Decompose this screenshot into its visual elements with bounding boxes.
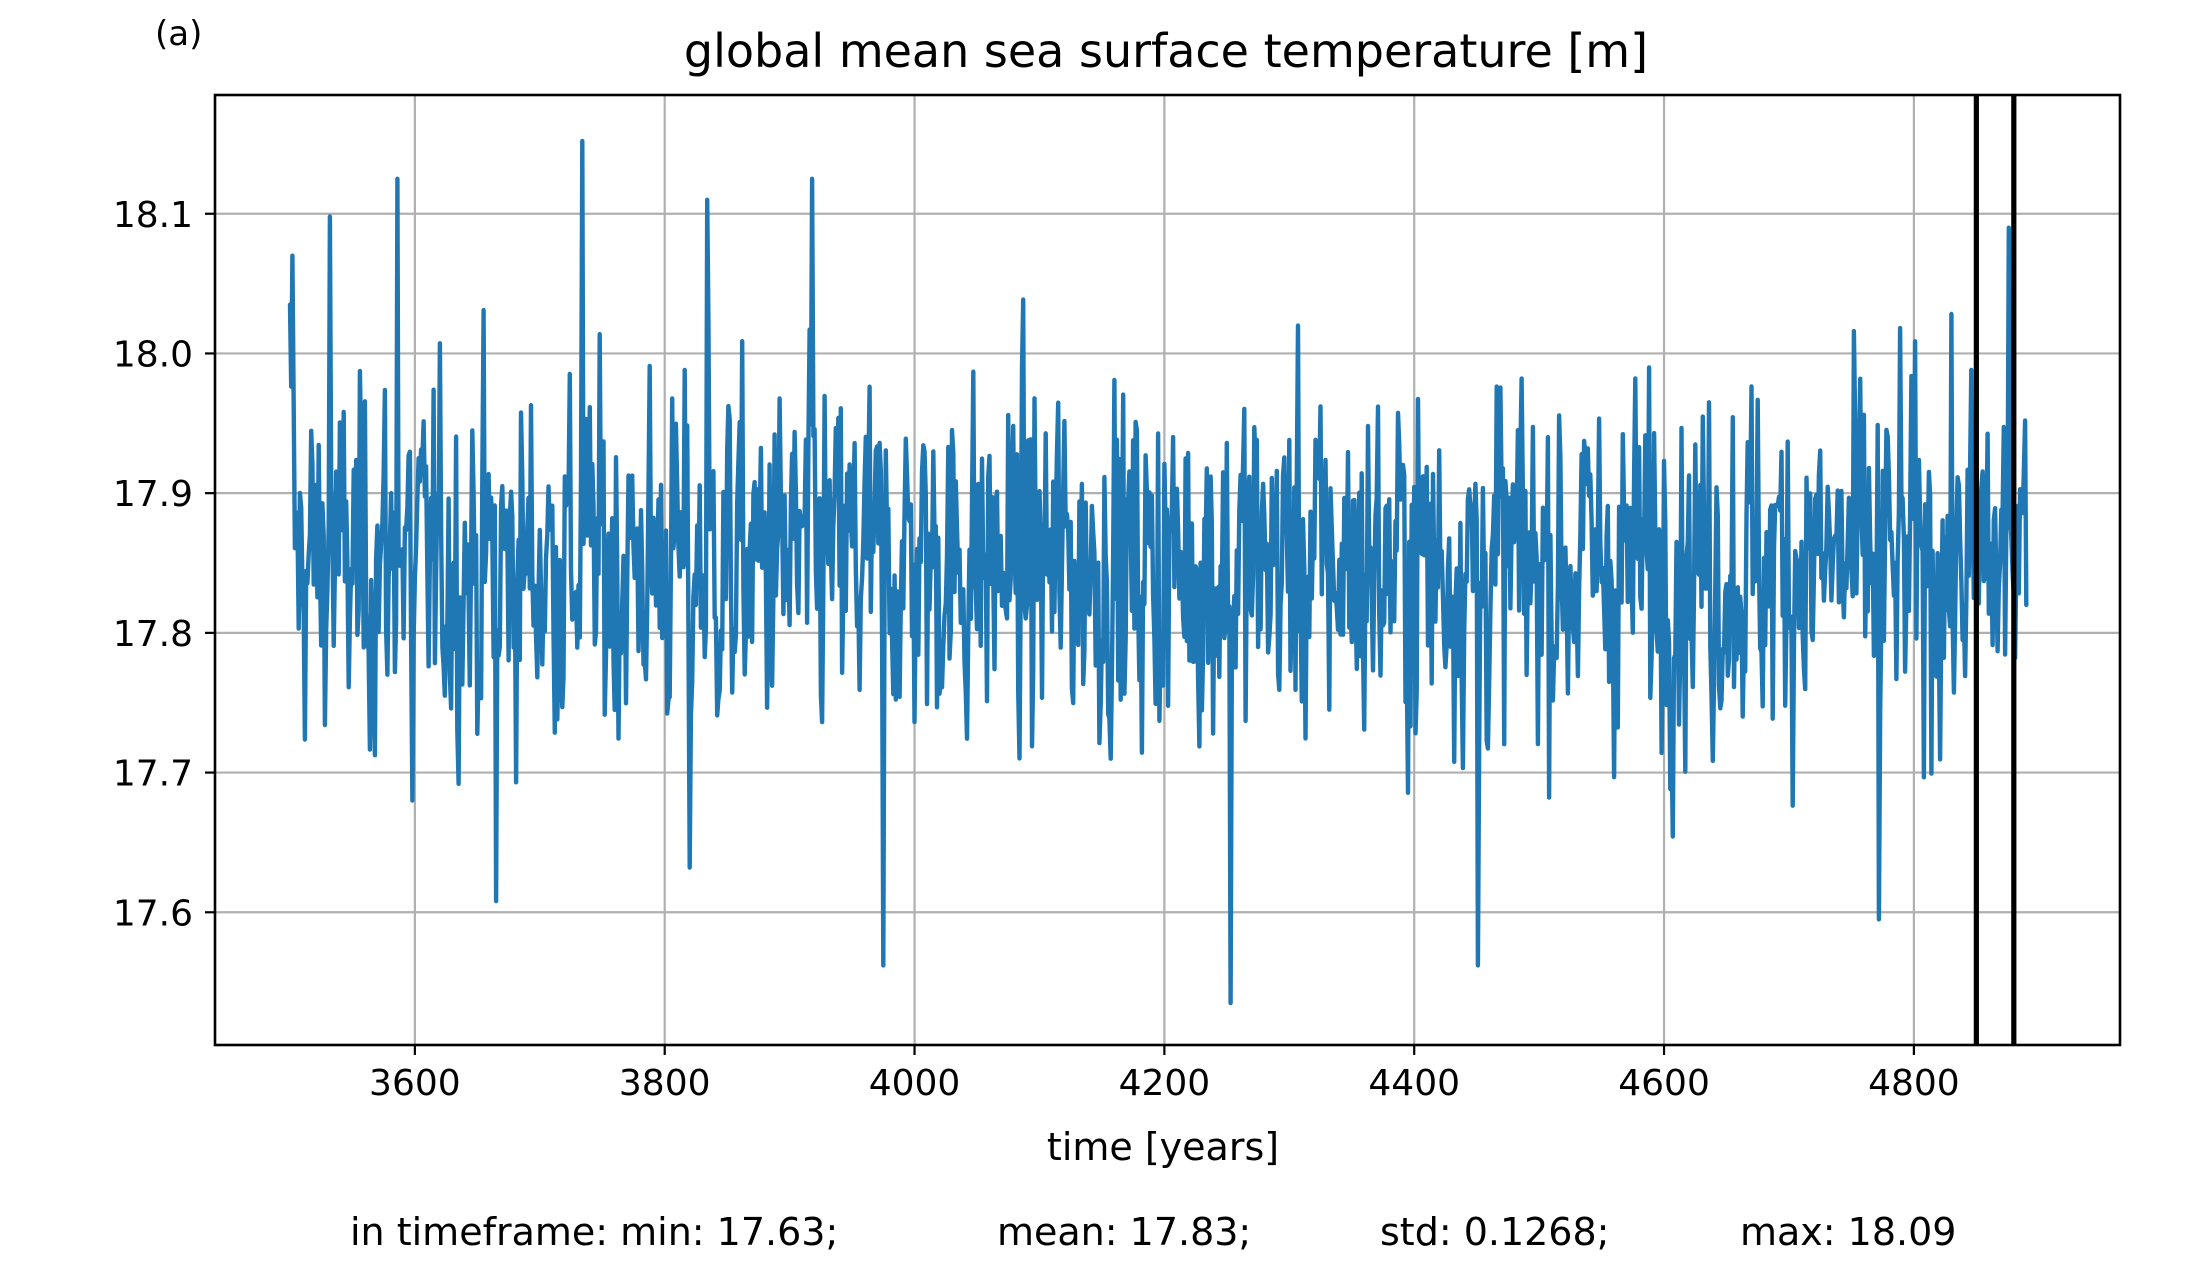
stats-std: std: 0.1268; [1380, 1210, 1609, 1254]
y-tick-label: 17.6 [113, 893, 193, 934]
y-tick-label: 17.8 [113, 614, 193, 655]
x-tick-label: 4600 [1618, 1063, 1710, 1104]
series-line [287, 138, 2029, 1006]
stats-mean: mean: 17.83; [997, 1210, 1251, 1254]
x-tick-label: 4000 [869, 1063, 961, 1104]
x-tick-label: 3800 [619, 1063, 711, 1104]
stats-max: max: 18.09 [1740, 1210, 1956, 1254]
y-tick-label: 17.7 [113, 754, 193, 795]
chart-title: global mean sea surface temperature [m] [684, 24, 1648, 78]
x-tick-label: 3600 [369, 1063, 461, 1104]
plot-frame [213, 93, 2122, 1047]
x-axis-label: time [years] [1047, 1125, 1279, 1169]
vertical-markers [1973, 95, 2017, 1045]
x-tick-label: 4200 [1119, 1063, 1211, 1104]
y-tick-label: 18.1 [113, 195, 193, 236]
x-tick-label: 4800 [1868, 1063, 1960, 1104]
tick-layer: 3600 3800 4000 4200 4400 4600 4800 17.6 17.7 17.8… [113, 195, 1960, 1104]
y-tick-label: 18.0 [113, 334, 193, 375]
panel-label: (a) [155, 14, 202, 54]
y-tick-label: 17.9 [113, 474, 193, 515]
series-layer [287, 138, 2029, 1006]
x-tick-label: 4400 [1368, 1063, 1460, 1104]
stats-min: in timeframe: min: 17.63; [350, 1210, 838, 1254]
